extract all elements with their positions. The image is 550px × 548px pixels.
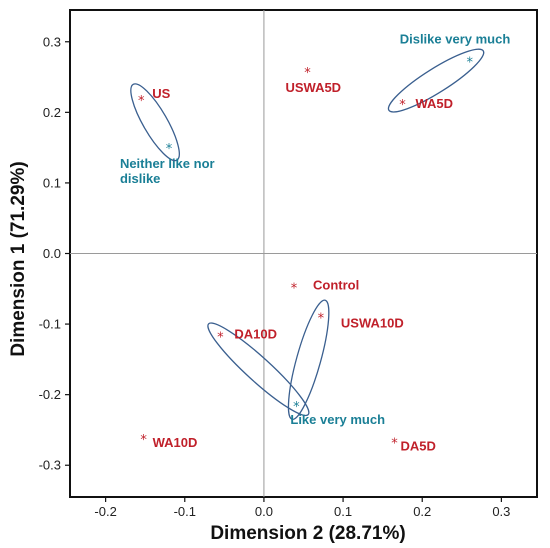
x-tick-label: -0.1 <box>174 504 196 519</box>
sample-marker: * <box>304 66 311 81</box>
hedonic-label: dislike <box>120 171 160 186</box>
sample-label: WA10D <box>153 435 198 450</box>
hedonic-label: Like very much <box>290 412 385 427</box>
sample-label: DA5D <box>401 439 436 454</box>
sample-marker: * <box>291 281 298 296</box>
cluster-ellipse <box>207 322 310 417</box>
sample-marker: * <box>138 94 145 109</box>
x-tick-label: 0.1 <box>334 504 352 519</box>
y-tick-label: 0.1 <box>43 175 61 190</box>
y-tick-label: -0.2 <box>39 387 61 402</box>
hedonic-marker: * <box>293 400 300 415</box>
y-tick-label: 0.3 <box>43 34 61 49</box>
cluster-ellipse <box>387 48 485 113</box>
x-axis-title: Dimension 2 (28.71%) <box>210 523 405 544</box>
y-tick-label: 0.2 <box>43 105 61 120</box>
hedonic-label: Neither like nor <box>120 156 215 171</box>
sample-marker: * <box>217 331 224 346</box>
x-tick-label: 0.0 <box>255 504 273 519</box>
hedonic-label: Dislike very much <box>400 31 511 46</box>
sample-label: Control <box>313 277 359 292</box>
x-tick-label: 0.2 <box>413 504 431 519</box>
y-tick-label: -0.1 <box>39 317 61 332</box>
cluster-ellipse <box>287 299 330 420</box>
sample-marker: * <box>318 312 325 327</box>
sample-label: US <box>152 86 170 101</box>
sample-marker: * <box>391 437 398 452</box>
x-tick-label: 0.3 <box>492 504 510 519</box>
sample-label: USWA5D <box>285 80 341 95</box>
y-tick-label: -0.3 <box>39 458 61 473</box>
ellipse-layer <box>130 48 485 420</box>
point-layer: *US*USWA5D* WA5D* Control* USWA10D* DA10D* WA… <box>120 31 510 453</box>
x-tick-label: -0.2 <box>94 504 116 519</box>
sample-marker: * <box>140 433 147 448</box>
sample-label: WA5D <box>415 96 453 111</box>
axes-layer: -0.2 -0.1 0.0 0.1 0.2 0.3 0.3 0.2 0.1 0.0 -0.1 -0.2… <box>39 9 538 519</box>
y-tick-label: 0.0 <box>43 246 61 261</box>
y-axis-title: Dimension 1 (71.29%) <box>8 161 29 356</box>
hedonic-marker: * <box>166 142 173 157</box>
sample-label: DA10D <box>234 327 277 342</box>
hedonic-marker: * <box>466 55 473 70</box>
sample-marker: * <box>399 98 406 113</box>
cluster-ellipse <box>130 83 180 162</box>
sample-label: USWA10D <box>341 316 404 331</box>
